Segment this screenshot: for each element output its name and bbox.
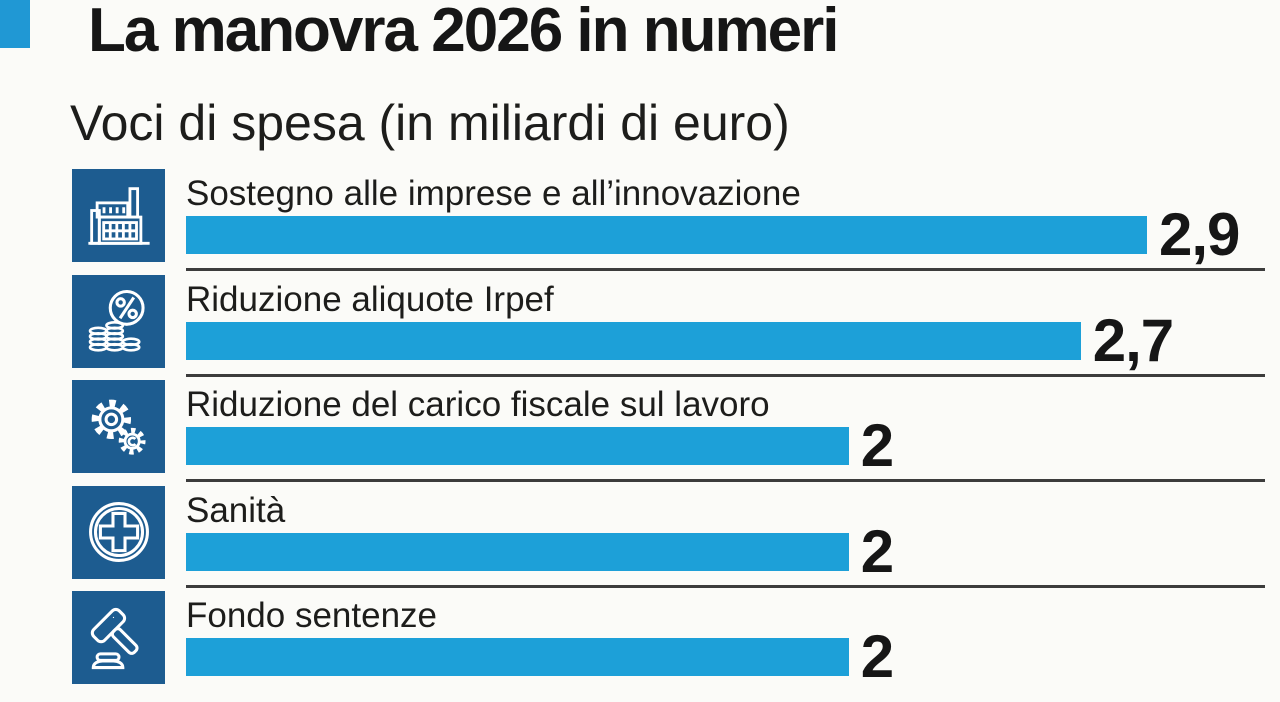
bar-carico-fiscale-lavoro xyxy=(186,427,849,465)
chart-row: Riduzione aliquote Irpef 2,7 xyxy=(72,274,1280,381)
row-divider xyxy=(186,268,1265,271)
bar-label: Fondo sentenze xyxy=(186,596,438,635)
percent-coins-icon xyxy=(72,274,165,368)
bar-label: Riduzione del carico fiscale sul lavoro xyxy=(186,385,770,424)
bar-value: 2,7 xyxy=(1092,306,1174,374)
bar-sostegno-imprese xyxy=(186,216,1147,254)
bar-sanita xyxy=(186,532,849,571)
bar-label: Sostegno alle imprese e all’innovazione xyxy=(186,174,801,213)
page-title: La manovra 2026 in numeri xyxy=(88,0,839,65)
title-accent-square xyxy=(0,0,30,48)
row-divider xyxy=(186,479,1265,482)
chart-row: Fondo sentenze 2 xyxy=(72,591,1280,697)
bar-riduzione-irpef xyxy=(186,321,1081,360)
chart-row: Sostegno alle imprese e all’innovazione … xyxy=(72,169,1280,275)
row-divider xyxy=(186,584,1265,588)
chart-subtitle: Voci di spesa (in miliardi di euro) xyxy=(70,95,790,151)
bar-label: Sanità xyxy=(186,490,286,530)
bar-value: 2 xyxy=(860,517,894,585)
bar-fondo-sentenze xyxy=(186,638,849,676)
row-divider xyxy=(186,373,1265,377)
bar-label: Riduzione aliquote Irpef xyxy=(186,279,554,319)
medical-cross-icon xyxy=(72,485,165,579)
bar-value: 2 xyxy=(860,623,894,690)
bar-value: 2 xyxy=(860,412,894,479)
bar-value: 2,9 xyxy=(1159,201,1240,268)
factory-icon xyxy=(72,169,165,262)
chart-row: Sanità 2 xyxy=(72,485,1280,592)
gears-icon xyxy=(72,380,165,473)
chart-row: Riduzione del carico fiscale sul lavoro … xyxy=(72,380,1280,486)
bar-chart: Sostegno alle imprese e all’innovazione … xyxy=(72,169,1280,697)
gavel-icon xyxy=(72,591,165,684)
